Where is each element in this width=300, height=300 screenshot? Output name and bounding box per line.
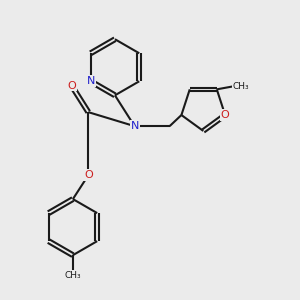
Text: CH₃: CH₃ (64, 271, 81, 280)
Text: O: O (67, 80, 76, 91)
Text: N: N (86, 76, 95, 86)
Text: CH₃: CH₃ (233, 82, 250, 91)
Text: N: N (130, 121, 139, 131)
Text: O: O (84, 170, 93, 180)
Text: O: O (221, 110, 230, 120)
